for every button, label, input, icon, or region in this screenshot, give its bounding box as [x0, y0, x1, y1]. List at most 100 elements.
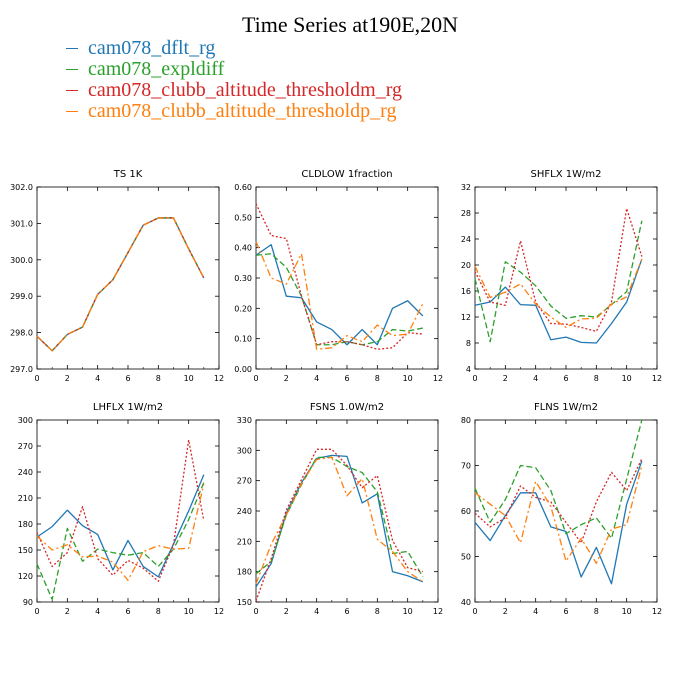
panel-title: SHFLX 1W/m2 [531, 169, 602, 180]
x-tick-label: 12 [652, 607, 662, 616]
x-tick-label: 4 [95, 374, 100, 383]
series-line-cam078-dflt-rg [474, 258, 643, 344]
y-tick-label: 60 [461, 507, 471, 516]
series-line-cam078-clubb-altitude-thresholdp-rg [474, 258, 643, 329]
x-tick-label: 2 [284, 374, 289, 383]
legend-swatch-thresholdm [66, 90, 78, 91]
y-tick-label: 330 [237, 416, 252, 425]
y-tick-label: 270 [18, 442, 33, 451]
y-tick-label: 80 [461, 416, 471, 425]
panel-lhflx: LHFLX 1W/m2 0 2 4 6 8 10 12 90 120 150 180 210 240 270… [18, 402, 224, 616]
y-tick-label: 16 [461, 287, 471, 296]
series-line-cam078-clubb-altitude-thresholdm-rg [474, 207, 643, 332]
y-tick-label: 0.00 [234, 365, 252, 374]
y-tick-label: 0.30 [234, 274, 252, 283]
series-line-cam078-clubb-altitude-thresholdm-rg [36, 217, 205, 352]
series-line-cam078-dflt-rg [474, 460, 643, 585]
series-line-cam078-clubb-altitude-thresholdp-rg [474, 465, 643, 564]
x-tick-label: 10 [184, 374, 194, 383]
y-tick-label: 299.0 [10, 292, 33, 301]
x-tick-label: 2 [503, 374, 508, 383]
x-tick-label: 0 [472, 607, 477, 616]
legend-item-expldiff: cam078_expldiff [66, 59, 402, 80]
x-tick-label: 8 [375, 607, 380, 616]
y-tick-label: 70 [461, 462, 471, 471]
x-tick-label: 0 [34, 607, 39, 616]
x-tick-label: 6 [563, 607, 568, 616]
x-tick-label: 12 [433, 374, 443, 383]
y-tick-label: 28 [461, 209, 471, 218]
y-tick-label: 24 [461, 235, 471, 244]
x-tick-label: 4 [533, 607, 538, 616]
panel-flns: FLNS 1W/m2 0 2 4 6 8 10 12 40 50 60 70 80 [461, 402, 662, 616]
panel-frame [36, 186, 220, 370]
y-tick-label: 210 [18, 494, 33, 503]
y-tick-label: 120 [18, 572, 33, 581]
x-tick-label: 6 [125, 607, 130, 616]
y-tick-label: 8 [466, 339, 471, 348]
legend-label-expldiff: cam078_expldiff [88, 58, 225, 80]
y-tick-label: 150 [237, 598, 252, 607]
y-tick-label: 300.0 [10, 256, 33, 265]
legend-item-thresholdp: cam078_clubb_altitude_thresholdp_rg [66, 101, 402, 122]
x-tick-label: 8 [156, 607, 161, 616]
y-tick-label: 298.0 [10, 329, 33, 338]
x-tick-label: 8 [594, 607, 599, 616]
x-tick-label: 0 [253, 374, 258, 383]
panel-ts: TS 1K 0 2 4 6 8 10 12 297.0 298.0 299.0 300.0 301.0 3… [10, 169, 224, 383]
x-tick-label: 2 [65, 374, 70, 383]
x-tick-label: 12 [652, 374, 662, 383]
x-tick-label: 12 [214, 607, 224, 616]
series-line-cam078-clubb-altitude-thresholdm-rg [474, 458, 643, 544]
y-tick-label: 40 [461, 598, 471, 607]
series-line-cam078-clubb-altitude-thresholdp-rg [255, 456, 424, 585]
x-tick-label: 8 [375, 374, 380, 383]
legend-swatch-expldiff [66, 69, 78, 70]
y-tick-label: 4 [466, 365, 471, 374]
series-line-cam078-dflt-rg [255, 454, 424, 588]
x-tick-label: 6 [125, 374, 130, 383]
y-tick-label: 0.20 [234, 304, 252, 313]
y-tick-label: 50 [461, 553, 471, 562]
x-tick-label: 10 [403, 607, 413, 616]
series-line-cam078-expldiff [36, 482, 205, 601]
x-tick-label: 4 [314, 374, 319, 383]
x-tick-label: 4 [95, 607, 100, 616]
y-tick-label: 90 [23, 598, 33, 607]
y-tick-label: 302.0 [10, 183, 33, 192]
x-tick-label: 2 [503, 607, 508, 616]
x-tick-label: 10 [622, 607, 632, 616]
x-tick-label: 8 [156, 374, 161, 383]
legend-label-thresholdm: cam078_clubb_altitude_thresholdm_rg [88, 79, 403, 101]
x-tick-label: 4 [314, 607, 319, 616]
series-line-cam078-expldiff [474, 220, 643, 343]
y-tick-label: 240 [18, 468, 33, 477]
x-tick-label: 8 [594, 374, 599, 383]
x-tick-label: 6 [563, 374, 568, 383]
x-tick-label: 4 [533, 374, 538, 383]
x-tick-label: 6 [344, 374, 349, 383]
y-tick-label: 20 [461, 261, 471, 270]
figure-title: Time Series at190E,20N [241, 12, 459, 37]
series-line-cam078-dflt-rg [36, 217, 205, 352]
x-tick-label: 10 [184, 607, 194, 616]
series-line-cam078-expldiff [36, 217, 205, 352]
legend-label-dflt: cam078_dflt_rg [88, 37, 216, 59]
x-tick-label: 0 [253, 607, 258, 616]
legend-swatch-dflt [66, 48, 78, 49]
y-tick-label: 180 [237, 568, 252, 577]
y-tick-label: 12 [461, 313, 471, 322]
series-line-cam078-clubb-altitude-thresholdm-rg [36, 439, 205, 582]
y-tick-label: 300 [237, 446, 252, 455]
x-tick-label: 0 [34, 374, 39, 383]
y-tick-label: 0.10 [234, 335, 252, 344]
y-tick-label: 32 [461, 183, 471, 192]
panel-cldlow: CLDLOW 1fraction 0 2 4 6 8 10 12 0.00 0.10 0.20 0.3… [234, 169, 443, 383]
y-tick-label: 210 [237, 537, 252, 546]
panel-title: FSNS 1.0W/m2 [310, 402, 384, 413]
y-tick-label: 297.0 [10, 365, 33, 374]
x-tick-label: 6 [344, 607, 349, 616]
panel-frame [474, 419, 658, 603]
y-tick-label: 0.50 [234, 213, 252, 222]
